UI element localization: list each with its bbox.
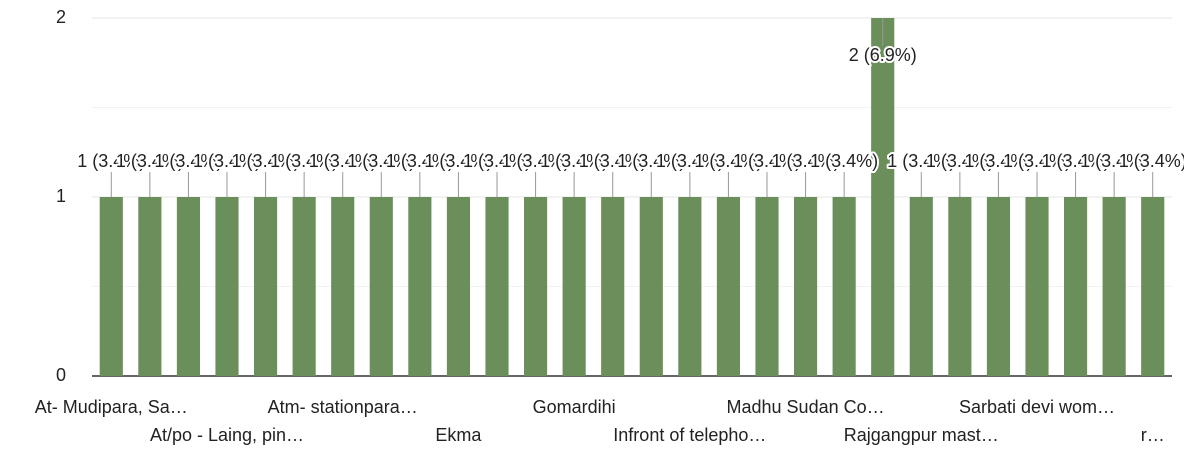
bar: [1025, 197, 1049, 376]
value-label: 1 (3.4%): [347, 151, 415, 171]
bar: [485, 197, 509, 376]
x-tick-label: Sarbati devi wom…: [959, 397, 1115, 417]
bar: [601, 197, 625, 376]
x-tick-label: At- Mudipara, Sa…: [35, 397, 188, 417]
value-label: 1 (3.4%): [772, 151, 840, 171]
bar: [986, 197, 1010, 376]
bar: [254, 197, 278, 376]
value-label: 1 (3.4%): [1119, 151, 1184, 171]
value-label: 1 (3.4%): [733, 151, 801, 171]
x-tick-label: Infront of telepho…: [613, 425, 766, 445]
value-label: 1 (3.4%): [617, 151, 685, 171]
value-label: 1 (3.4%): [656, 151, 724, 171]
bar: [215, 197, 239, 376]
value-label: 1 (3.4%): [694, 151, 762, 171]
bar: [755, 197, 779, 376]
bar: [871, 18, 895, 376]
value-label: 1 (3.4%): [502, 151, 570, 171]
value-label: 1 (3.4%): [887, 151, 955, 171]
value-label: 2 (6.9%): [849, 45, 917, 65]
value-label: 1 (3.4%): [232, 151, 300, 171]
value-label: 1 (3.4%): [1003, 151, 1071, 171]
x-tick-label: r…: [1141, 425, 1165, 445]
bar: [716, 197, 740, 376]
bar: [562, 197, 586, 376]
y-tick-label: 0: [56, 365, 66, 385]
y-tick-label: 1: [56, 186, 66, 206]
value-label: 1 (3.4%): [193, 151, 261, 171]
bar: [678, 197, 702, 376]
bar: [639, 197, 663, 376]
x-tick-label: Madhu Sudan Co…: [727, 397, 885, 417]
value-label: 1 (3.4%): [1042, 151, 1110, 171]
value-label: 1 (3.4%): [154, 151, 222, 171]
x-tick-label: Atm- stationpara…: [268, 397, 418, 417]
bar: [408, 197, 432, 376]
value-label: 1 (3.4%): [579, 151, 647, 171]
value-label: 1 (3.4%): [926, 151, 994, 171]
value-label: 1 (3.4%): [386, 151, 454, 171]
y-tick-label: 2: [56, 7, 66, 27]
value-label: 1 (3.4%): [810, 151, 878, 171]
bar: [832, 197, 856, 376]
x-tick-label: Gomardihi: [533, 397, 616, 417]
value-label: 1 (3.4%): [540, 151, 608, 171]
bar: [1102, 197, 1126, 376]
bar: [524, 197, 548, 376]
bar: [1064, 197, 1088, 376]
value-label: 1 (3.4%): [424, 151, 492, 171]
x-tick-label: Ekma: [435, 425, 482, 445]
x-tick-label: At/po - Laing, pin…: [150, 425, 304, 445]
bar: [369, 197, 393, 376]
value-label: 1 (3.4%): [1080, 151, 1148, 171]
bar: [292, 197, 316, 376]
bar: [948, 197, 972, 376]
bar: [331, 197, 355, 376]
bar: [794, 197, 818, 376]
value-label: 1 (3.4%): [77, 151, 145, 171]
bar: [1141, 197, 1165, 376]
value-label: 1 (3.4%): [309, 151, 377, 171]
value-label: 1 (3.4%): [964, 151, 1032, 171]
x-tick-label: Rajgangpur mast…: [844, 425, 999, 445]
bar: [138, 197, 162, 376]
value-label: 1 (3.4%): [270, 151, 338, 171]
bar: [99, 197, 123, 376]
value-label: 1 (3.4%): [463, 151, 531, 171]
bar: [446, 197, 470, 376]
bar: [909, 197, 933, 376]
value-label: 1 (3.4%): [116, 151, 184, 171]
bar: [176, 197, 200, 376]
